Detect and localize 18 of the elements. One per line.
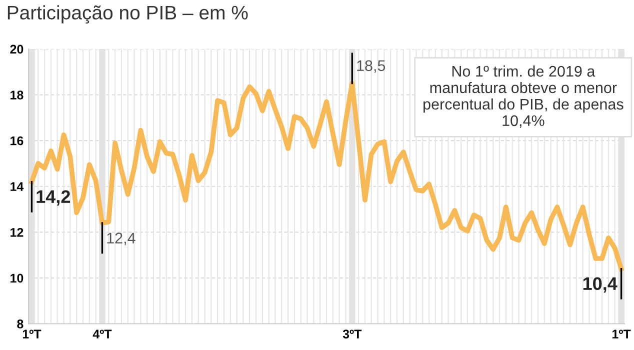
y-tick-label: 14 — [10, 182, 24, 191]
data-label: 12,4 — [107, 232, 136, 246]
y-tick-label: 12 — [10, 228, 24, 237]
y-tick-label: 8 — [17, 320, 24, 328]
y-tick-label: 10 — [10, 274, 24, 283]
data-label: 10,4 — [583, 277, 618, 293]
y-tick-label: 20 — [10, 44, 24, 54]
x-tick-label: 1ºT — [22, 330, 42, 338]
x-tick-label: 4ºT — [92, 330, 112, 338]
annotation: No 1º trim. de 2019 a manufatura obteve o menor percentual do PIB, de apenas 10,4% — [424, 65, 624, 128]
data-label: 14,2 — [36, 190, 70, 206]
x-tick-label: 3ºT — [342, 330, 362, 339]
x-tick-label: 1ºT — [612, 330, 631, 338]
line-series — [29, 80, 624, 272]
chart-subtitle: Participação no PIB – em % — [8, 5, 248, 24]
y-tick-label: 18 — [10, 90, 24, 100]
y-tick-label: 16 — [10, 136, 24, 146]
data-label: 18,5 — [357, 60, 386, 73]
